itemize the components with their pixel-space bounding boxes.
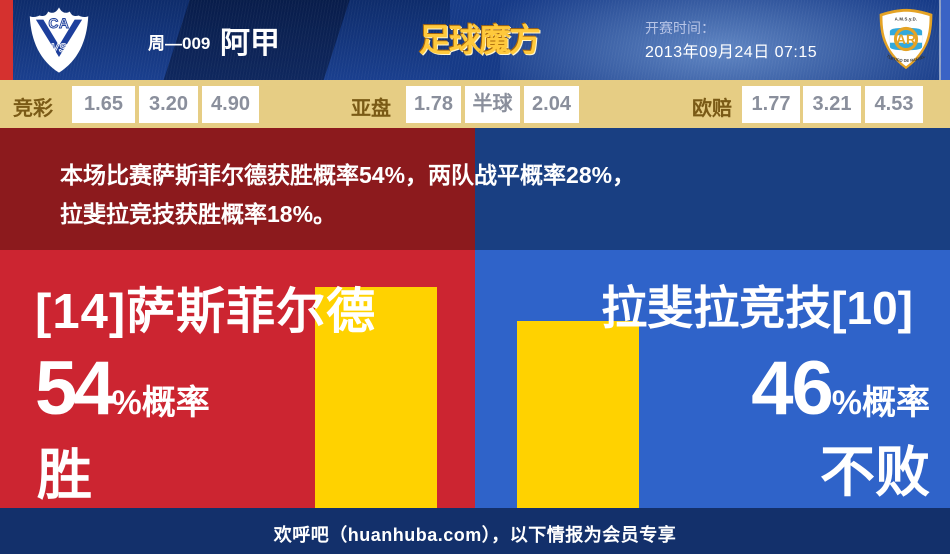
svg-text:VS: VS [51,43,67,55]
svg-text:AR: AR [896,32,916,47]
svg-text:CA: CA [49,16,70,31]
svg-text:A.M.S.y.D.: A.M.S.y.D. [895,16,918,21]
